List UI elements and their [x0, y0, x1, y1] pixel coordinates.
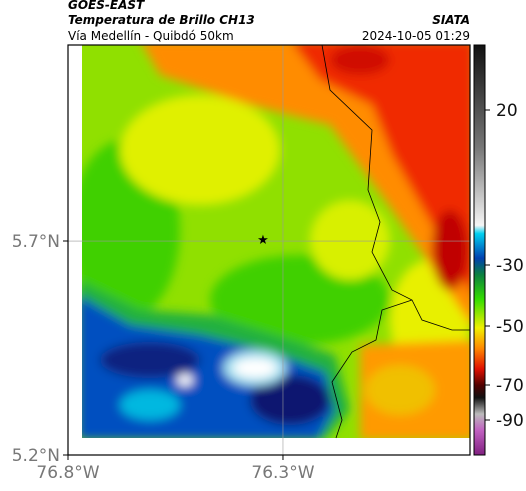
colorbar-tick-label: 20	[496, 101, 518, 121]
y-tick-label: 5.7°N	[12, 232, 60, 252]
borders	[321, 44, 470, 439]
y-tick-label: 5.2°N	[12, 446, 60, 466]
satellite: GOES-EAST	[68, 0, 145, 12]
location-marker: ★	[257, 233, 269, 248]
region: Vía Medellín - Quibdó 50km	[68, 29, 234, 43]
timestamp: 2024-10-05 01:29	[362, 29, 470, 43]
colorbar-tick-label: -30	[496, 256, 524, 276]
temperature-field	[82, 45, 470, 438]
colorbar-tick-label: -50	[496, 317, 524, 337]
product: Temperatura de Brillo CH13	[68, 13, 255, 27]
colorbar	[473, 44, 486, 456]
x-tick-label: 76.8°W	[36, 463, 99, 483]
colorbar-tick-label: -70	[496, 376, 524, 396]
x-tick-label: 76.3°W	[251, 463, 314, 483]
colorbar-tick-label: -90	[496, 411, 524, 431]
source: SIATA	[432, 13, 470, 27]
map-frame	[67, 44, 471, 456]
